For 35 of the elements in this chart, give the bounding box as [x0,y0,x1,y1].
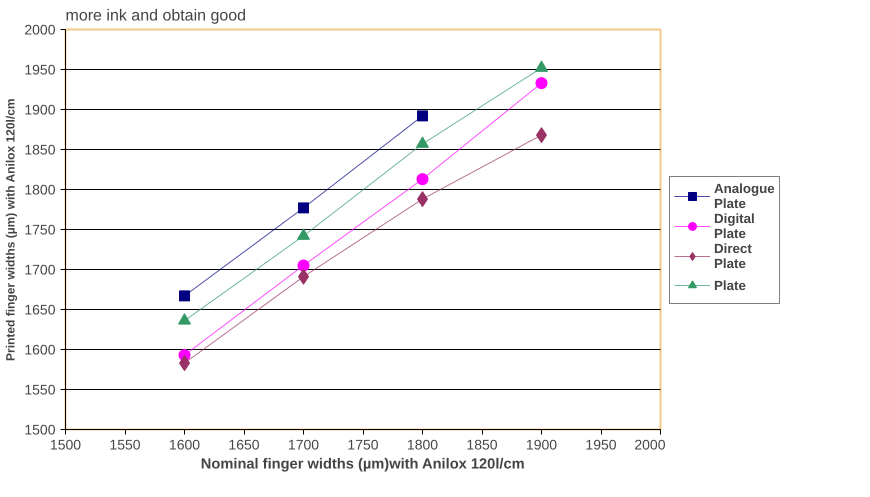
y-tick-label: 1900 [24,102,56,118]
point [298,260,310,272]
point [536,77,548,90]
x-tick-label: 1750 [347,436,379,452]
legend-label: Analogue Plate [714,181,775,211]
x-tick-label: 1950 [585,436,617,452]
x-tick-label: 1600 [168,436,200,452]
x-tick-label: 1500 [50,436,82,452]
x-tick-label: 1550 [109,436,141,452]
x-tick-label: 1900 [526,436,558,452]
point [298,202,309,214]
y-tick-label: 1500 [24,422,56,438]
legend-label: Digital Plate [714,211,755,241]
y-axis-title: Printed finger widths (µm) with Anilox 120l/cm [3,98,18,361]
x-axis-title: Nominal finger widths (µm)with Anilox 120l/cm [200,456,525,472]
y-tick-label: 1650 [24,302,56,318]
point [179,290,190,302]
y-tick-label: 1600 [24,342,56,358]
y-tick-label: 1800 [24,182,56,198]
y-tick-label: 1750 [24,222,56,238]
text: more ink and obtain good [66,8,246,24]
y-tick-label: 1700 [24,262,56,278]
x-tick-label: 1650 [228,436,260,452]
legend-label: Plate [714,276,746,294]
point [416,173,428,186]
legend-label: Direct Plate [714,241,752,271]
y-tick-label: 1550 [24,382,56,398]
x-tick-label: 1800 [406,436,438,452]
x-tick-label: 1700 [288,436,320,452]
y-tick-label: 1950 [24,62,56,78]
x-tick-label: 2000 [634,436,666,452]
y-tick-label: 2000 [24,22,56,38]
y-tick-label: 1850 [24,142,56,158]
point [417,110,428,122]
x-tick-label: 1850 [466,436,498,452]
